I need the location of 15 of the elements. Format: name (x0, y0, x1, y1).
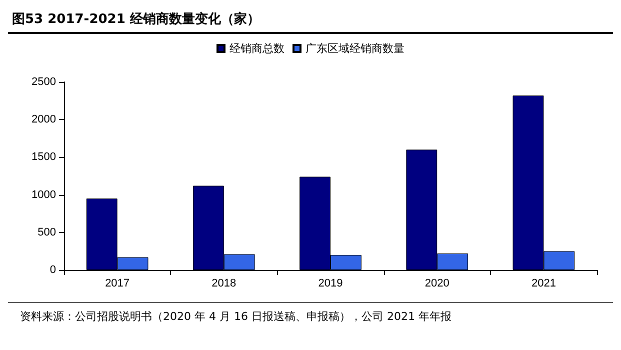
y-tick-label: 1000 (32, 188, 56, 201)
text: 资料来源：公司招股说明书（2020 年 4 月 16 日报送稿、申报稿），公司 2021 年年报 (19, 309, 452, 324)
x-tick-label: 2021 (531, 278, 556, 290)
y-tick-label: 2000 (32, 114, 56, 126)
x-tick-label: 2019 (318, 278, 343, 290)
x-tick-label: 2017 (105, 278, 130, 290)
x-tick-label: 2020 (424, 278, 450, 290)
y-tick-label: 1500 (32, 151, 56, 164)
chart-title: 图53 2017-2021 经销商数量变化（家） (8, 8, 613, 34)
legend-label: 广东区域经销商数量 (306, 42, 404, 55)
x-tick-label: 2018 (212, 278, 236, 290)
y-tick-label: 0 (50, 264, 56, 276)
y-tick-label: 2500 (32, 76, 56, 88)
legend-label: 经销商总数 (230, 42, 284, 55)
y-tick-label: 500 (38, 226, 56, 238)
